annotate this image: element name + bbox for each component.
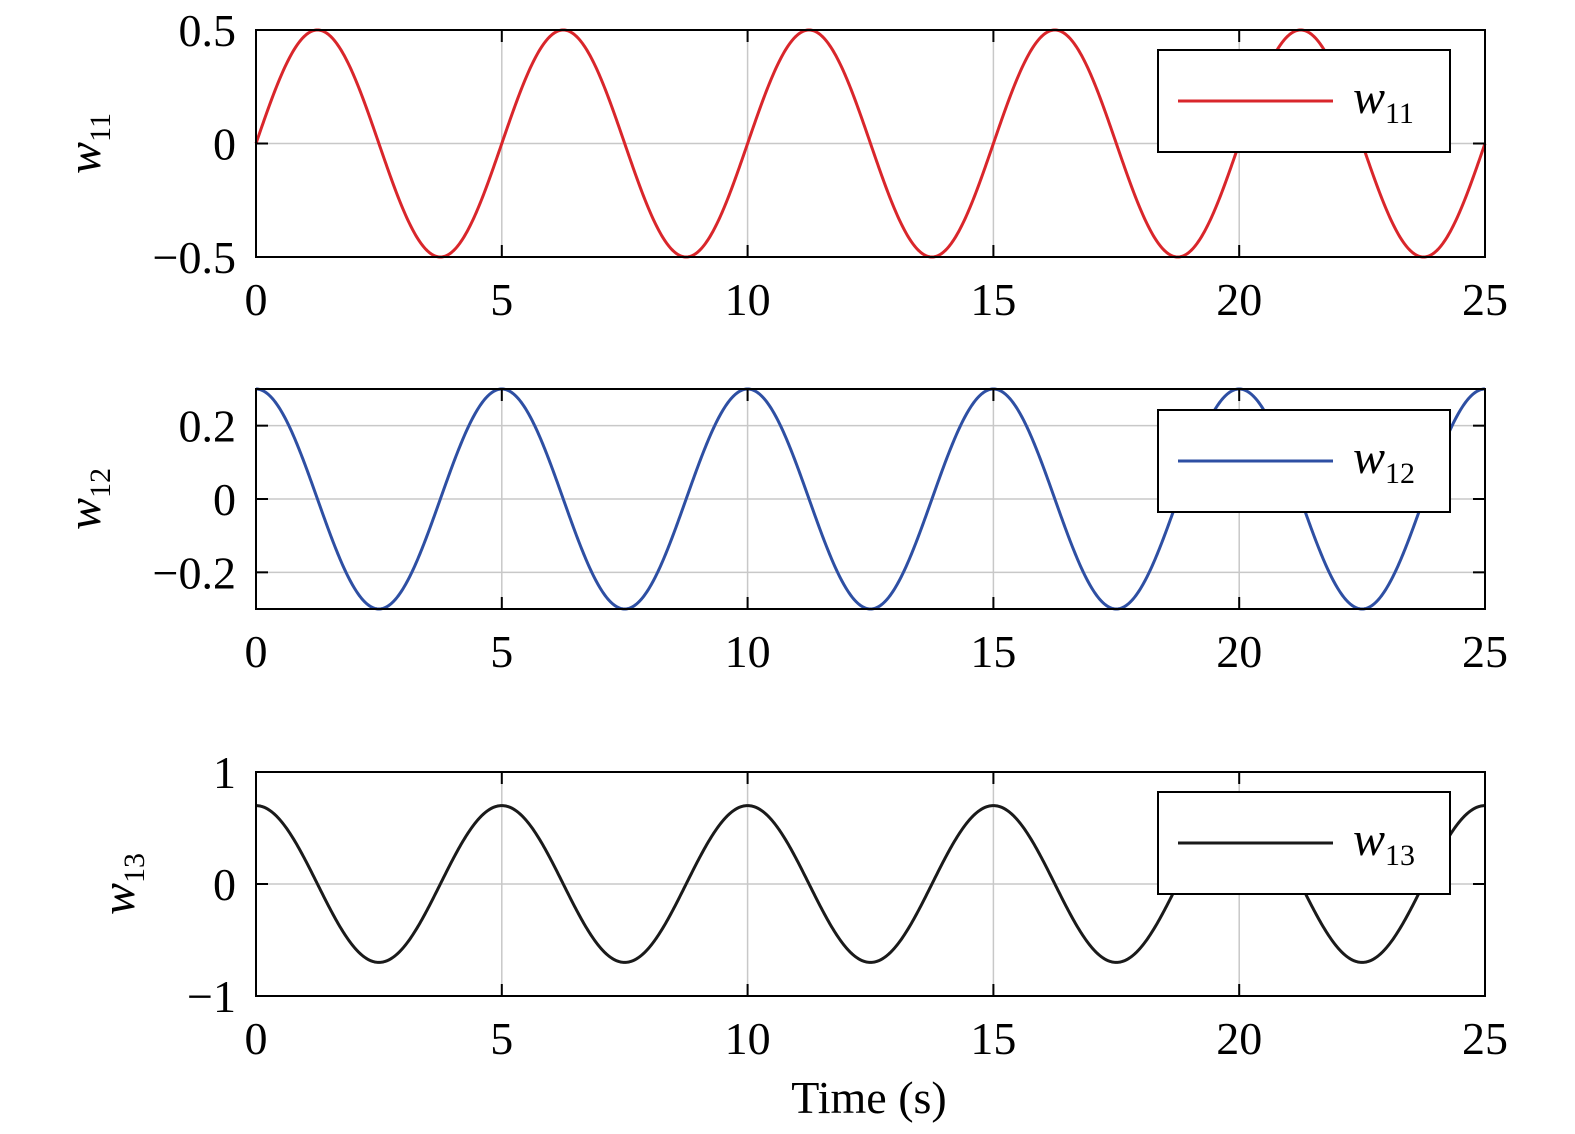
x-tick-label: 0 <box>245 1013 268 1064</box>
legend: w11 <box>1157 49 1451 153</box>
x-tick-label: 0 <box>245 626 268 677</box>
y-tick-label: −0.5 <box>153 232 236 283</box>
y-tick-label: −0.2 <box>153 547 236 598</box>
legend-label: w13 <box>1353 813 1415 872</box>
x-tick-label: 20 <box>1216 274 1262 325</box>
y-axis-title-subscript: 11 <box>84 113 117 142</box>
x-tick-label: 25 <box>1462 626 1508 677</box>
x-tick-label: 5 <box>490 626 513 677</box>
y-axis-title-symbol: w <box>58 498 111 530</box>
legend-label-subscript: 11 <box>1385 97 1414 130</box>
legend-label-subscript: 12 <box>1385 457 1415 490</box>
y-tick-label: 1 <box>213 747 236 798</box>
legend-label-symbol: w <box>1353 431 1385 484</box>
y-tick-label: 0.5 <box>179 5 237 56</box>
x-tick-label: 10 <box>725 626 771 677</box>
y-axis-title: w13 <box>92 853 151 915</box>
x-tick-label: 5 <box>490 274 513 325</box>
y-tick-label: 0 <box>213 119 236 170</box>
legend-label-symbol: w <box>1353 813 1385 866</box>
x-axis-title: Time (s) <box>791 1072 947 1123</box>
y-tick-label: 0 <box>213 859 236 910</box>
x-tick-label: 10 <box>725 1013 771 1064</box>
legend-label: w11 <box>1353 71 1414 130</box>
y-axis-title: w12 <box>58 468 117 530</box>
y-tick-label: −1 <box>187 971 236 1022</box>
y-tick-label: 0 <box>213 474 236 525</box>
x-tick-label: 5 <box>490 1013 513 1064</box>
x-tick-label: 15 <box>970 626 1016 677</box>
x-tick-label: 15 <box>970 274 1016 325</box>
x-tick-label: 20 <box>1216 626 1262 677</box>
legend-label: w12 <box>1353 431 1415 490</box>
y-axis-title-subscript: 12 <box>84 468 117 498</box>
x-tick-label: 15 <box>970 1013 1016 1064</box>
y-axis-title-symbol: w <box>92 883 145 915</box>
y-axis-title: w11 <box>58 113 117 174</box>
legend: w13 <box>1157 791 1451 895</box>
y-tick-label: 0.2 <box>179 401 237 452</box>
x-tick-label: 10 <box>725 274 771 325</box>
series-line-w11 <box>254 28 1487 259</box>
legend: w12 <box>1157 409 1451 513</box>
x-tick-label: 20 <box>1216 1013 1262 1064</box>
x-tick-label: 25 <box>1462 274 1508 325</box>
x-tick-label: 25 <box>1462 1013 1508 1064</box>
y-axis-title-symbol: w <box>58 142 111 174</box>
legend-label-symbol: w <box>1353 71 1385 124</box>
x-tick-label: 0 <box>245 274 268 325</box>
y-axis-title-subscript: 13 <box>118 853 151 883</box>
legend-label-subscript: 13 <box>1385 839 1415 872</box>
